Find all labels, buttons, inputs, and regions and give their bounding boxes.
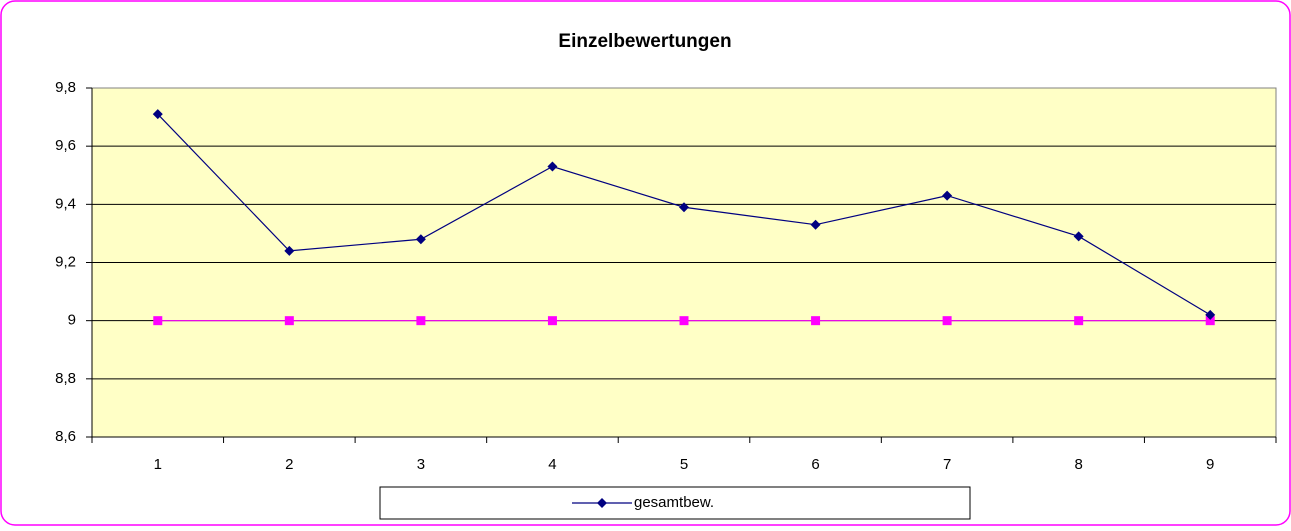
data-point xyxy=(1205,316,1215,326)
data-point xyxy=(679,202,689,213)
y-tick-label: 8,6 xyxy=(55,428,76,445)
legend-marker xyxy=(597,498,607,508)
x-tick-label: 7 xyxy=(943,456,951,473)
x-tick-label: 3 xyxy=(417,456,425,473)
x-tick-label: 2 xyxy=(285,456,293,473)
data-point xyxy=(284,316,294,326)
y-tick-label: 8,8 xyxy=(55,370,76,387)
data-point xyxy=(679,316,689,326)
data-point xyxy=(416,316,426,326)
data-point xyxy=(942,316,952,326)
data-point xyxy=(547,161,558,172)
data-point xyxy=(1074,316,1084,326)
x-tick-label: 6 xyxy=(811,456,819,473)
data-point xyxy=(811,316,821,326)
x-tick-label: 8 xyxy=(1074,456,1082,473)
data-point xyxy=(153,316,163,326)
legend-label: gesamtbew. xyxy=(634,494,714,511)
x-tick-label: 9 xyxy=(1206,456,1214,473)
legend-box xyxy=(379,486,971,520)
x-tick-label: 4 xyxy=(548,456,556,473)
y-tick-label: 9,2 xyxy=(55,253,76,270)
data-point xyxy=(415,234,426,245)
data-point xyxy=(942,190,953,201)
data-point xyxy=(1073,231,1084,242)
chart-title: Einzelbewertungen xyxy=(558,31,731,52)
data-point xyxy=(284,245,295,256)
y-tick-label: 9,4 xyxy=(55,195,76,212)
x-tick-label: 5 xyxy=(680,456,688,473)
data-point xyxy=(152,109,163,120)
data-point xyxy=(1205,309,1216,320)
y-tick-label: 9 xyxy=(68,312,76,329)
data-point xyxy=(810,219,821,230)
y-tick-label: 9,8 xyxy=(55,79,76,96)
data-point xyxy=(547,316,557,326)
y-tick-label: 9,6 xyxy=(55,137,76,154)
x-tick-label: 1 xyxy=(154,456,162,473)
